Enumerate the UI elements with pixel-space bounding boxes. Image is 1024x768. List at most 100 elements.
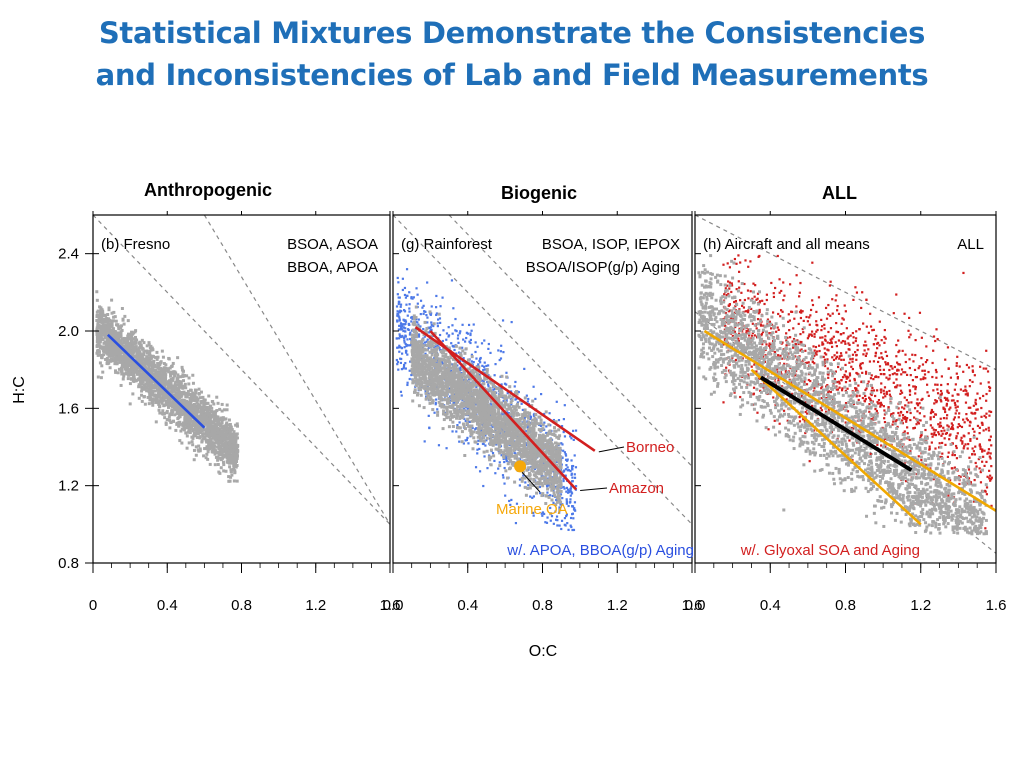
scatter-point (148, 357, 152, 361)
scatter-point (133, 367, 137, 371)
scatter-point (471, 426, 474, 430)
scatter-point (220, 402, 224, 406)
scatter-point (159, 397, 163, 401)
scatter-point (170, 389, 174, 393)
scatter-point (422, 406, 426, 410)
scatter-point (166, 383, 170, 387)
scatter-point (409, 360, 412, 363)
scatter-point (137, 352, 141, 356)
scatter-point (137, 366, 141, 370)
scatter-point (189, 409, 193, 413)
scatter-point (191, 381, 195, 385)
scatter-point (545, 431, 548, 435)
scatter-point (199, 414, 203, 418)
scatter-point (562, 479, 565, 483)
scatter-point (148, 393, 152, 397)
scatter-point (183, 382, 187, 386)
scatter-point (132, 337, 136, 341)
scatter-point (136, 370, 140, 374)
scatter-point (135, 356, 139, 360)
scatter-point (120, 337, 124, 341)
scatter-point (175, 410, 179, 414)
scatter-point (158, 395, 162, 399)
scatter-point (422, 312, 425, 315)
scatter-point (109, 347, 113, 351)
scatter-point (462, 357, 465, 360)
panel-legend-text: BSOA, ASOA (287, 236, 378, 253)
scatter-point (101, 370, 105, 374)
scatter-point (412, 317, 416, 321)
scatter-point (209, 409, 213, 413)
scatter-point (440, 360, 443, 363)
scatter-point (110, 298, 114, 302)
scatter-point (435, 306, 438, 309)
scatter-point (478, 447, 481, 451)
scatter-point (194, 389, 198, 393)
scatter-point (232, 479, 236, 483)
scatter-point (192, 393, 196, 397)
scatter-point (509, 390, 513, 393)
scatter-point (215, 434, 219, 438)
scatter-point (430, 305, 433, 308)
scatter-point (98, 311, 102, 315)
scatter-point (400, 357, 403, 361)
scatter-point (216, 458, 220, 462)
scatter-point (169, 381, 173, 385)
scatter-point (157, 400, 161, 404)
scatter-point (491, 406, 495, 410)
scatter-point (469, 332, 472, 335)
scatter-point (407, 344, 410, 347)
scatter-point (123, 367, 127, 371)
scatter-point (122, 322, 126, 326)
scatter-point (570, 525, 573, 529)
scatter-point (126, 337, 130, 341)
scatter-point (522, 427, 526, 431)
scatter-point (98, 324, 102, 328)
scatter-point (124, 368, 128, 372)
scatter-point (414, 315, 418, 319)
scatter-point (563, 404, 566, 407)
scatter-point (151, 403, 155, 407)
scatter-point (194, 453, 198, 457)
scatter-point (186, 417, 190, 421)
scatter-point (573, 501, 577, 504)
scatter-point (475, 385, 478, 389)
y-tick-label: 0.8 (58, 555, 79, 572)
scatter-point (234, 450, 238, 454)
scatter-point (484, 434, 487, 437)
scatter-point (550, 498, 554, 502)
scatter-point (504, 494, 507, 497)
scatter-point (197, 403, 201, 407)
scatter-point (430, 321, 433, 324)
scatter-point (442, 387, 446, 391)
scatter-point (211, 420, 215, 424)
scatter-point (487, 383, 490, 386)
scatter-point (459, 366, 462, 369)
scatter-point (216, 445, 220, 449)
scatter-point (483, 339, 486, 342)
scatter-point (142, 365, 146, 369)
scatter-point (571, 464, 575, 468)
scatter-point (508, 499, 511, 503)
scatter-point (557, 436, 561, 440)
scatter-point (405, 303, 408, 306)
scatter-point (109, 359, 113, 363)
scatter-point (222, 408, 226, 412)
scatter-point (214, 410, 218, 414)
scatter-point (214, 451, 218, 455)
scatter-point (154, 373, 158, 377)
scatter-point (561, 443, 564, 446)
scatter-point (104, 320, 108, 324)
scatter-point (433, 411, 436, 414)
scatter-point (120, 307, 124, 311)
scatter-point (408, 291, 411, 294)
scatter-point (126, 377, 130, 381)
scatter-point (184, 413, 188, 417)
scatter-point (440, 405, 444, 409)
scatter-point (205, 447, 209, 451)
scatter-point (194, 445, 198, 449)
scatter-point (179, 429, 183, 433)
scatter-point (223, 433, 227, 437)
scatter-point (223, 443, 227, 447)
scatter-point (169, 378, 173, 382)
